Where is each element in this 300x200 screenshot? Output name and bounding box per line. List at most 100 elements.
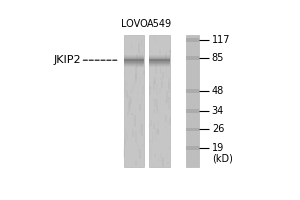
Bar <box>149 59 170 61</box>
Bar <box>132 82 134 91</box>
Bar <box>142 125 144 127</box>
Bar <box>152 132 153 143</box>
Bar <box>124 64 145 65</box>
Bar <box>153 81 155 90</box>
Bar <box>165 53 167 58</box>
Bar <box>143 71 145 75</box>
Bar <box>139 76 140 85</box>
Bar <box>123 151 125 156</box>
Bar <box>157 120 159 127</box>
Bar <box>152 98 154 101</box>
Bar <box>134 115 136 127</box>
Bar <box>186 109 199 113</box>
Text: 85: 85 <box>212 53 224 63</box>
Bar <box>142 85 144 95</box>
Bar <box>150 49 152 52</box>
Bar <box>124 66 145 67</box>
Bar <box>155 62 157 74</box>
Bar <box>158 109 160 118</box>
Bar <box>134 77 136 87</box>
Bar <box>140 57 142 67</box>
Bar <box>124 62 145 63</box>
Bar <box>149 66 170 67</box>
Bar <box>129 96 131 107</box>
Bar <box>168 99 170 109</box>
Bar <box>168 82 169 93</box>
Bar <box>141 124 143 136</box>
Bar <box>125 65 127 75</box>
Bar <box>150 120 152 126</box>
Bar <box>130 90 132 94</box>
Bar <box>142 61 143 68</box>
Bar <box>124 35 145 167</box>
Bar <box>161 81 163 88</box>
Bar <box>123 71 125 76</box>
Bar <box>134 57 136 59</box>
Bar <box>154 77 156 84</box>
Text: 26: 26 <box>212 124 224 134</box>
Bar <box>159 50 161 55</box>
Bar <box>162 72 164 79</box>
Bar <box>148 124 150 128</box>
Bar <box>135 161 137 165</box>
Bar <box>159 140 161 150</box>
Bar <box>186 38 199 42</box>
Bar <box>142 39 143 49</box>
Bar <box>149 86 151 95</box>
Bar <box>149 35 170 167</box>
Bar <box>166 51 167 59</box>
Bar <box>169 50 171 62</box>
Bar <box>139 54 141 66</box>
Bar <box>154 154 156 157</box>
Bar <box>156 99 158 113</box>
Bar <box>186 35 199 167</box>
Bar <box>132 130 134 137</box>
Bar <box>124 60 145 61</box>
Bar <box>167 120 169 126</box>
Bar <box>140 39 142 47</box>
Bar <box>149 61 170 62</box>
Bar <box>160 95 161 108</box>
Bar <box>137 143 139 152</box>
Bar <box>139 104 141 111</box>
Bar <box>168 77 169 89</box>
Bar <box>150 87 152 90</box>
Bar <box>156 83 158 95</box>
Bar <box>125 80 127 86</box>
Bar <box>126 90 128 97</box>
Bar <box>168 97 170 99</box>
Text: (kD): (kD) <box>212 154 232 164</box>
Bar <box>135 66 137 79</box>
Bar <box>124 63 145 64</box>
Bar <box>151 162 153 167</box>
Bar <box>127 95 129 108</box>
Bar <box>149 41 151 54</box>
Bar <box>151 146 152 159</box>
Bar <box>149 62 170 63</box>
Bar <box>149 58 170 59</box>
Bar <box>167 162 169 164</box>
Bar <box>160 153 162 162</box>
Bar <box>166 66 167 78</box>
Bar <box>153 123 155 129</box>
Bar <box>137 91 139 95</box>
Bar <box>157 128 159 135</box>
Bar <box>165 126 167 136</box>
Bar <box>162 157 164 167</box>
Bar <box>135 131 137 143</box>
Bar <box>128 101 130 111</box>
Bar <box>158 158 159 162</box>
Bar <box>165 115 167 122</box>
Bar <box>139 149 141 159</box>
Bar <box>153 163 155 167</box>
Bar <box>168 147 169 150</box>
Bar <box>124 59 145 61</box>
Bar <box>149 140 151 142</box>
Bar <box>143 106 145 114</box>
Text: A549: A549 <box>147 19 172 29</box>
Bar <box>135 159 137 167</box>
Bar <box>149 55 170 56</box>
Bar <box>140 97 142 109</box>
Bar <box>186 146 199 150</box>
Bar <box>154 99 156 107</box>
